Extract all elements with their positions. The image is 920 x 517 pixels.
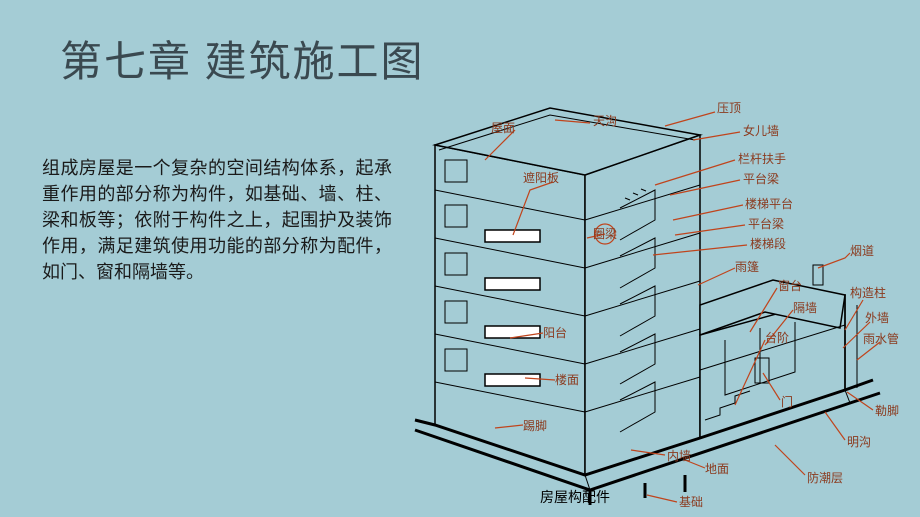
label-stairflight: 楼梯段 [750,236,786,251]
label-balcony: 阳台 [543,325,567,340]
label-floorslab: 楼面 [555,372,579,387]
slide-title: 第七章 建筑施工图 [60,28,425,89]
label-door: 门 [781,394,793,409]
building-svg: 屋面 天沟 压顶 女儿墙 遮阳板 栏杆扶手 平台梁 圈梁 楼梯平台 平台梁 楼梯… [395,90,905,510]
label-gutter: 天沟 [593,114,617,128]
label-sill: 窗台 [778,278,802,293]
label-skirting: 踢脚 [523,418,547,433]
label-ringbeam: 圈梁 [593,226,617,241]
label-tiecolumn: 构造柱 [850,285,886,300]
label-foundation: 基础 [679,495,703,509]
building-diagram: 屋面 天沟 压顶 女儿墙 遮阳板 栏杆扶手 平台梁 圈梁 楼梯平台 平台梁 楼梯… [395,90,905,510]
label-dampcourse: 防潮层 [807,470,843,485]
label-partition: 隔墙 [793,301,817,315]
label-intwall: 内墙 [667,449,691,463]
label-canopy: 雨篷 [735,259,759,274]
label-extwall: 外墙 [865,311,889,325]
label-steps: 台阶 [765,330,789,345]
label-downpipe: 雨水管 [863,331,899,346]
diagram-caption: 房屋构配件 [540,489,610,505]
label-landing: 楼梯平台 [745,196,793,211]
label-parapet: 女儿墙 [743,123,779,138]
label-flue: 烟道 [850,244,874,258]
label-roof: 屋面 [491,121,515,135]
label-ground: 地面 [705,462,729,476]
label-platbeam2: 平台梁 [748,216,784,231]
slide-body: 组成房屋是一个复杂的空间结构体系，起承重作用的部分称为构件，如基础、墙、柱、梁和… [42,155,392,285]
label-plinth: 勒脚 [875,403,899,418]
label-ditch: 明沟 [847,435,871,449]
label-platbeam1: 平台梁 [743,171,779,186]
label-coping: 压顶 [717,101,741,115]
label-sunshade: 遮阳板 [523,170,559,185]
label-handrail: 栏杆扶手 [738,151,786,166]
